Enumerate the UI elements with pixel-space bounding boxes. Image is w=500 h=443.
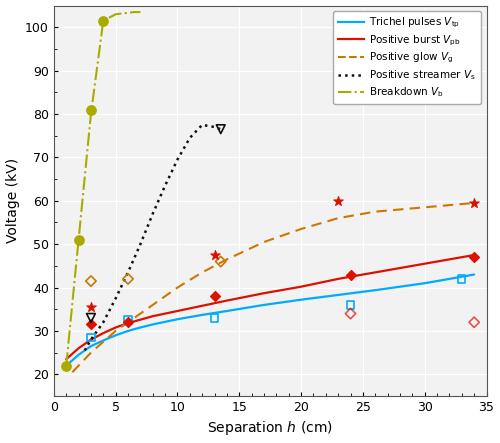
- Point: [87, 106, 95, 113]
- Point: [216, 126, 224, 133]
- Point: [470, 197, 478, 204]
- Legend: Trichel pulses $V_\mathrm{tp}$, Positive burst $V_\mathrm{pb}$, Positive glow $V: Trichel pulses $V_\mathrm{tp}$, Positive…: [333, 11, 482, 105]
- Point: [210, 293, 218, 300]
- Point: [74, 236, 82, 243]
- Point: [87, 303, 95, 311]
- Point: [470, 254, 478, 261]
- Point: [346, 271, 354, 278]
- Point: [334, 197, 342, 204]
- Point: [87, 277, 95, 284]
- Point: [87, 315, 95, 322]
- Point: [210, 252, 218, 259]
- Point: [470, 199, 478, 206]
- X-axis label: Separation $h$ (cm): Separation $h$ (cm): [208, 420, 333, 437]
- Point: [124, 276, 132, 283]
- Point: [87, 321, 95, 328]
- Point: [346, 301, 354, 308]
- Point: [62, 362, 70, 369]
- Point: [458, 276, 466, 283]
- Point: [124, 317, 132, 324]
- Point: [470, 319, 478, 326]
- Point: [124, 319, 132, 326]
- Point: [346, 310, 354, 317]
- Point: [210, 315, 218, 322]
- Y-axis label: Voltage (kV): Voltage (kV): [6, 158, 20, 243]
- Point: [100, 17, 108, 24]
- Point: [334, 245, 342, 252]
- Point: [216, 258, 224, 265]
- Point: [210, 252, 218, 259]
- Point: [87, 334, 95, 341]
